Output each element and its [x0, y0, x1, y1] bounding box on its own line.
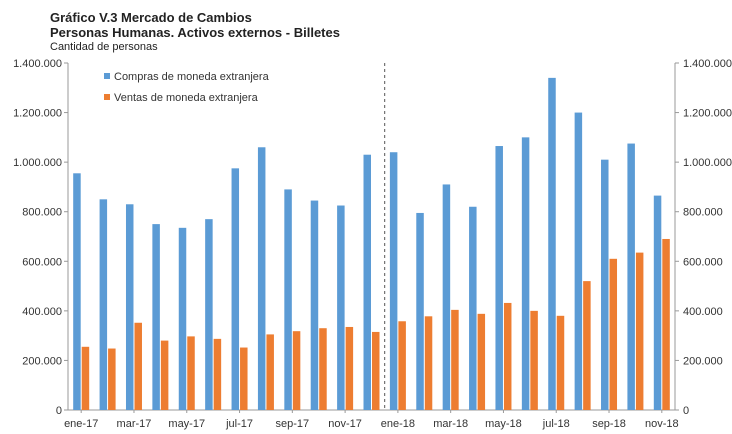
bar-ventas-feb-17	[108, 348, 116, 410]
bar-ventas-abr-18	[477, 313, 486, 410]
bar-ventas-feb-18	[424, 316, 433, 410]
bar-ventas-ene-17	[81, 346, 90, 410]
bar-ventas-nov-17	[345, 326, 354, 410]
legend-swatch-ventas	[104, 94, 110, 100]
bar-ventas-jun-17	[213, 338, 222, 410]
bar-compras-mar-18	[442, 184, 451, 410]
bar-ventas-dic-17	[372, 331, 380, 410]
bar-ventas-oct-18	[635, 252, 644, 410]
bar-ventas-abr-17	[160, 340, 169, 410]
bar-ventas-sep-17	[292, 331, 301, 410]
bar-compras-dic-17	[363, 154, 371, 410]
x-tick-label: may-18	[485, 418, 522, 430]
bar-ventas-oct-17	[319, 328, 327, 410]
chart-subtitle: Personas Humanas. Activos externos - Bil…	[50, 25, 340, 40]
bar-compras-ago-17	[257, 147, 266, 410]
y-tick-label-left: 600.000	[22, 256, 62, 268]
y-tick-label-left: 1.200.000	[13, 108, 62, 120]
bar-compras-sep-18	[601, 159, 609, 410]
bar-compras-nov-17	[337, 205, 345, 410]
bar-ventas-jul-18	[556, 315, 565, 410]
bar-ventas-ene-18	[398, 321, 406, 410]
x-tick-label: nov-18	[645, 418, 679, 430]
bar-compras-oct-17	[310, 200, 319, 410]
y-tick-label-left: 200.000	[22, 355, 62, 367]
legend-label-compras: Compras de moneda extranjera	[114, 71, 270, 83]
bar-ventas-may-17	[187, 336, 195, 410]
y-tick-label-right: 1.200.000	[683, 108, 732, 120]
y-tick-label-right: 800.000	[683, 207, 723, 219]
x-tick-label: ene-17	[64, 418, 98, 430]
bar-compras-abr-18	[469, 206, 477, 410]
chart-titles: Gráfico V.3 Mercado de Cambios Personas …	[50, 10, 340, 54]
y-tick-label-left: 800.000	[22, 207, 62, 219]
bar-ventas-jul-17	[240, 347, 248, 410]
bar-compras-abr-17	[152, 224, 160, 410]
y-tick-label-right: 1.400.000	[683, 58, 732, 70]
y-axis-label: Cantidad de personas	[50, 41, 158, 53]
bar-compras-sep-17	[284, 189, 292, 410]
legend-label-ventas: Ventas de moneda extranjera	[114, 92, 259, 104]
y-tick-label-right: 400.000	[683, 306, 723, 318]
x-tick-label: mar-18	[433, 418, 468, 430]
bar-ventas-sep-18	[609, 258, 618, 410]
bar-compras-jun-18	[521, 137, 530, 410]
bar-compras-ago-18	[574, 112, 583, 411]
bar-compras-may-18	[495, 146, 503, 410]
x-tick-label: nov-17	[328, 418, 362, 430]
bar-compras-ene-17	[73, 173, 81, 410]
x-tick-label: mar-17	[117, 418, 152, 430]
bar-ventas-nov-18	[662, 238, 670, 410]
x-tick-label: jul-18	[542, 418, 570, 430]
bar-ventas-jun-18	[530, 310, 538, 410]
x-tick-label: jul-17	[225, 418, 253, 430]
bar-compras-ene-18	[389, 152, 398, 410]
x-tick-label: ene-18	[381, 418, 415, 430]
y-tick-label-left: 0	[56, 405, 62, 417]
y-tick-label-left: 1.400.000	[13, 58, 62, 70]
y-tick-label-right: 600.000	[683, 256, 723, 268]
legend-swatch-compras	[104, 73, 110, 79]
bar-compras-jun-17	[205, 219, 213, 410]
y-tick-label-right: 1.000.000	[683, 157, 732, 169]
bar-compras-feb-18	[416, 212, 424, 410]
bar-compras-may-17	[178, 227, 187, 410]
bar-ventas-ago-17	[266, 334, 274, 410]
y-tick-label-right: 0	[683, 405, 689, 417]
bar-ventas-mar-18	[451, 309, 459, 410]
bar-compras-jul-17	[231, 168, 240, 410]
chart-title: Gráfico V.3 Mercado de Cambios	[50, 10, 252, 25]
bar-compras-feb-17	[99, 199, 108, 410]
x-tick-label: may-17	[168, 418, 205, 430]
y-tick-label-right: 200.000	[683, 355, 723, 367]
bar-compras-mar-17	[125, 204, 134, 410]
y-tick-label-left: 1.000.000	[13, 157, 62, 169]
bar-compras-jul-18	[548, 77, 556, 410]
bar-ventas-may-18	[503, 302, 512, 410]
y-tick-label-left: 400.000	[22, 306, 62, 318]
bar-compras-nov-18	[653, 195, 662, 410]
bar-compras-oct-18	[627, 143, 635, 410]
bar-ventas-ago-18	[583, 281, 591, 410]
x-tick-label: sep-18	[592, 418, 626, 430]
bar-ventas-mar-17	[134, 322, 142, 410]
x-tick-label: sep-17	[276, 418, 310, 430]
